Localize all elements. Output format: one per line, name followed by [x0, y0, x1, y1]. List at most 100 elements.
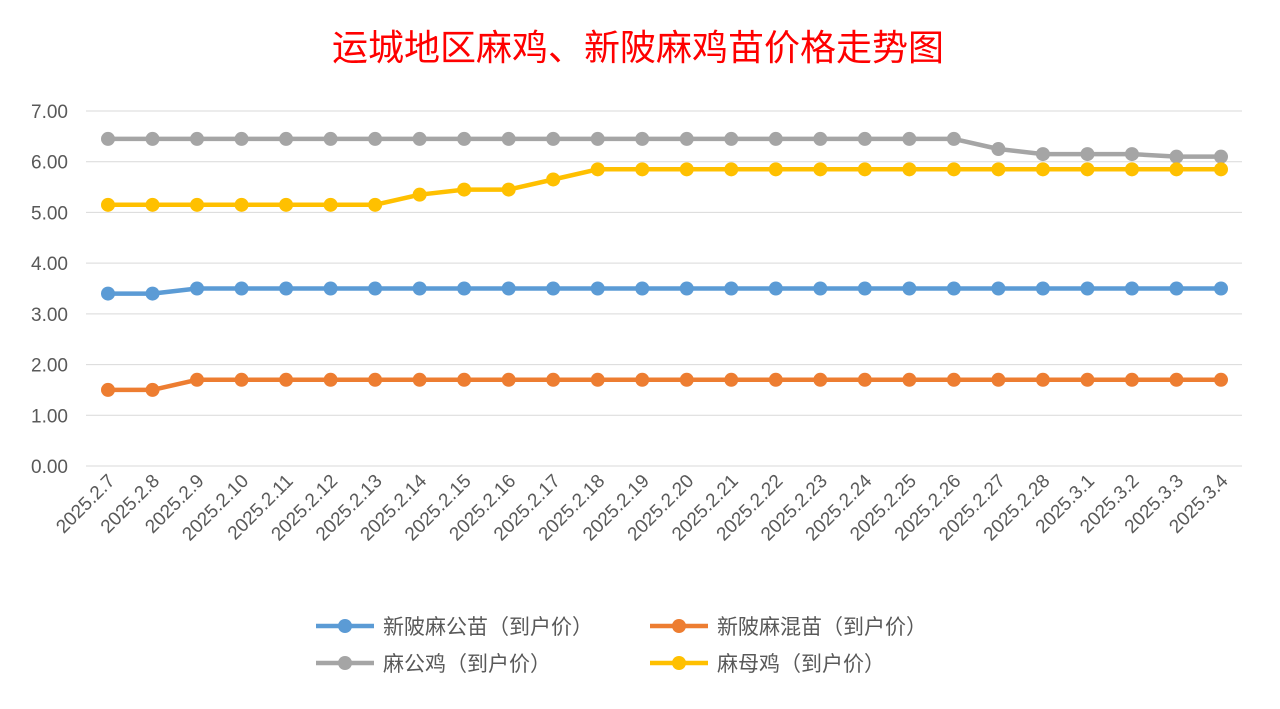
data-point [457, 372, 472, 387]
data-point [1169, 149, 1184, 164]
data-point [501, 281, 516, 296]
legend-swatch-marker [338, 656, 352, 670]
legend-label: 麻母鸡（到户价） [717, 652, 885, 676]
data-point [768, 372, 783, 387]
data-point [190, 372, 205, 387]
data-point [457, 182, 472, 197]
data-point [1214, 162, 1228, 177]
data-point [813, 131, 828, 146]
data-point [946, 162, 961, 177]
data-point [546, 372, 561, 387]
series-lines [101, 131, 1228, 397]
data-point [457, 131, 472, 146]
data-point [902, 281, 917, 296]
data-point [190, 281, 205, 296]
data-point [768, 281, 783, 296]
data-point [323, 372, 338, 387]
data-point [679, 131, 694, 146]
data-point [145, 382, 160, 397]
data-point [279, 372, 294, 387]
series-line [105, 377, 1224, 393]
data-point [412, 372, 427, 387]
series-line [105, 167, 1224, 208]
data-point [946, 131, 961, 146]
data-point [101, 286, 115, 301]
legend-swatch-marker [338, 619, 352, 633]
series [101, 162, 1228, 212]
data-point [635, 281, 650, 296]
data-point [368, 372, 383, 387]
data-point [234, 131, 249, 146]
legend-swatch-marker [672, 656, 686, 670]
y-tick-label: 2.00 [31, 356, 68, 377]
data-point [857, 372, 872, 387]
data-point [857, 281, 872, 296]
data-point [1080, 281, 1095, 296]
data-point [101, 197, 115, 212]
data-point [101, 131, 115, 146]
y-tick-label: 3.00 [31, 305, 68, 326]
data-point [1080, 147, 1095, 162]
data-point [1080, 372, 1095, 387]
data-point [813, 162, 828, 177]
data-point [635, 162, 650, 177]
data-point [724, 162, 739, 177]
legend-item: 新陂麻公苗（到户价） [316, 615, 593, 639]
series-line [105, 286, 1224, 296]
data-point [546, 172, 561, 187]
data-point [323, 281, 338, 296]
y-tick-label: 1.00 [31, 406, 68, 427]
legend-item: 麻母鸡（到户价） [650, 652, 885, 676]
data-point [724, 131, 739, 146]
data-point [590, 131, 605, 146]
series [101, 281, 1228, 301]
data-point [679, 281, 694, 296]
data-point [190, 197, 205, 212]
data-point [590, 162, 605, 177]
data-point [546, 281, 561, 296]
data-point [813, 372, 828, 387]
series [101, 372, 1228, 397]
data-point [902, 131, 917, 146]
data-point [635, 372, 650, 387]
data-point [724, 372, 739, 387]
data-point [279, 281, 294, 296]
data-point [145, 286, 160, 301]
data-point [234, 372, 249, 387]
data-point [457, 281, 472, 296]
data-point [902, 162, 917, 177]
data-point [234, 197, 249, 212]
data-point [1124, 147, 1139, 162]
series [101, 131, 1228, 164]
legend-item: 麻公鸡（到户价） [316, 652, 551, 676]
data-point [323, 197, 338, 212]
data-point [991, 281, 1006, 296]
data-point [724, 281, 739, 296]
data-point [234, 281, 249, 296]
data-point [368, 197, 383, 212]
y-tick-label: 7.00 [31, 102, 68, 123]
data-point [590, 281, 605, 296]
data-point [1124, 162, 1139, 177]
legend-item: 新陂麻混苗（到户价） [650, 615, 927, 639]
data-point [857, 162, 872, 177]
data-point [1169, 281, 1184, 296]
data-point [635, 131, 650, 146]
data-point [279, 131, 294, 146]
data-point [323, 131, 338, 146]
x-axis-ticks: 2025.2.72025.2.82025.2.92025.2.102025.2.… [52, 470, 1232, 545]
y-tick-label: 6.00 [31, 153, 68, 174]
series-line [105, 136, 1224, 159]
data-point [412, 131, 427, 146]
gridlines [86, 110, 1242, 467]
data-point [768, 162, 783, 177]
data-point [1169, 372, 1184, 387]
data-point [1214, 372, 1228, 387]
data-point [946, 372, 961, 387]
data-point [991, 162, 1006, 177]
legend-label: 新陂麻公苗（到户价） [383, 615, 593, 639]
data-point [813, 281, 828, 296]
data-point [1214, 281, 1228, 296]
data-point [101, 382, 115, 397]
